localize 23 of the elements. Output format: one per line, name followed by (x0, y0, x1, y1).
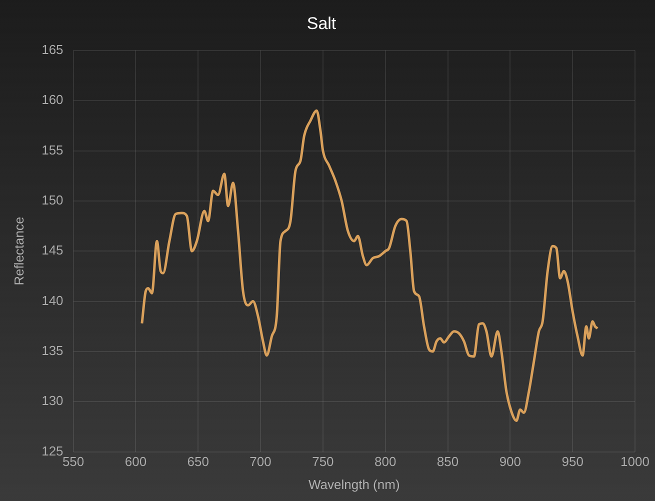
x-tick-label: 850 (436, 454, 459, 470)
y-tick-label: 160 (42, 92, 64, 108)
y-axis-title: Reflectance (11, 216, 26, 286)
y-tick-label: 130 (42, 393, 64, 408)
x-tick-label: 600 (124, 454, 147, 470)
y-tick-label: 135 (42, 343, 64, 358)
x-tick-label: 650 (187, 454, 209, 470)
y-tick-label: 145 (42, 242, 64, 258)
line-series (140, 109, 599, 422)
x-tick-label: 900 (499, 454, 522, 470)
x-tick-label: 1000 (620, 454, 650, 470)
x-tick-label: 700 (250, 454, 272, 470)
y-tick-label: 165 (42, 42, 64, 57)
chart-title: Salt (306, 14, 336, 33)
y-tick-label: 150 (42, 192, 64, 208)
y-tick-label: 125 (42, 443, 64, 458)
x-axis-title: Wavelngth (nm) (308, 476, 400, 492)
x-tick-label: 750 (312, 454, 334, 470)
x-tick-label: 800 (374, 454, 396, 470)
y-tick-label: 140 (42, 292, 64, 308)
x-tick-label: 550 (62, 454, 84, 470)
y-tick-label: 155 (42, 142, 64, 158)
x-tick-label: 950 (562, 454, 584, 470)
